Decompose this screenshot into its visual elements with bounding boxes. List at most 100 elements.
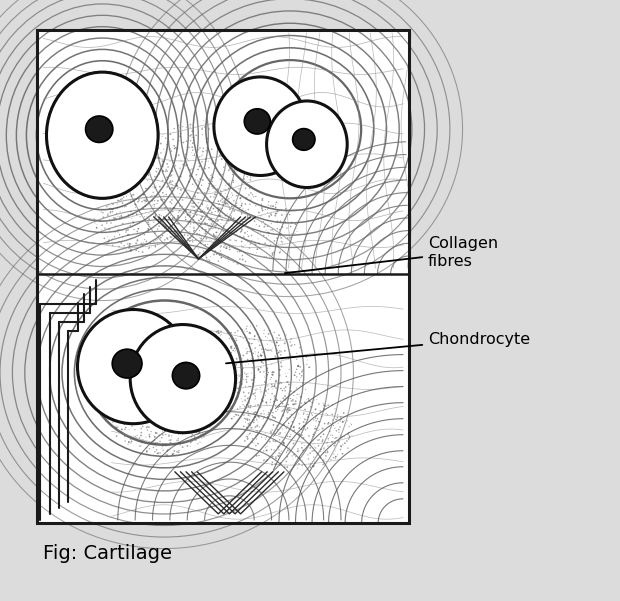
Point (227, 414, 237, 424)
Point (108, 417, 118, 427)
Point (120, 202, 130, 212)
Point (107, 235, 117, 245)
Point (237, 208, 247, 218)
Point (182, 192, 192, 201)
Point (123, 407, 133, 417)
Point (215, 150, 225, 160)
Point (216, 196, 226, 206)
Point (108, 240, 118, 250)
Point (223, 365, 232, 375)
Point (178, 122, 188, 132)
Point (270, 414, 280, 424)
Point (167, 450, 177, 459)
Point (208, 383, 218, 393)
Point (129, 406, 139, 415)
Point (148, 197, 157, 206)
Point (225, 245, 235, 254)
Point (172, 182, 182, 191)
Point (190, 150, 200, 160)
Point (103, 232, 113, 242)
Point (170, 144, 180, 153)
Point (184, 218, 193, 227)
Point (242, 347, 252, 356)
Point (283, 404, 293, 414)
Ellipse shape (172, 362, 200, 389)
Point (224, 126, 234, 136)
Point (151, 429, 161, 438)
Point (197, 400, 206, 409)
Point (197, 157, 207, 166)
Point (231, 410, 241, 419)
Point (292, 224, 302, 234)
Point (263, 412, 273, 422)
Point (318, 460, 328, 469)
Point (285, 389, 295, 399)
Point (151, 439, 161, 448)
Point (239, 232, 249, 242)
Point (322, 447, 332, 456)
Point (227, 367, 237, 376)
Point (152, 235, 162, 245)
Point (195, 233, 205, 243)
Point (305, 448, 315, 458)
Point (259, 406, 268, 416)
Point (92, 228, 102, 238)
Point (175, 163, 185, 173)
Point (177, 233, 187, 242)
Point (226, 151, 236, 161)
Point (185, 122, 195, 132)
Point (193, 229, 203, 239)
Point (299, 410, 309, 419)
Point (270, 401, 280, 410)
Point (157, 156, 167, 166)
Point (337, 432, 347, 442)
Point (204, 163, 214, 172)
Point (215, 251, 224, 260)
Point (224, 184, 234, 194)
Point (228, 145, 237, 155)
Point (218, 374, 228, 384)
Point (143, 403, 153, 412)
Point (306, 440, 316, 450)
Point (323, 400, 333, 410)
Point (226, 199, 236, 209)
Point (222, 219, 232, 228)
Point (207, 405, 217, 415)
Point (314, 441, 324, 451)
Point (295, 403, 305, 412)
Point (161, 165, 171, 174)
Point (254, 364, 264, 374)
Point (141, 432, 151, 442)
Point (248, 415, 258, 425)
Point (160, 203, 170, 213)
Point (169, 446, 179, 456)
Point (285, 349, 294, 359)
Point (250, 394, 260, 404)
Point (151, 163, 161, 173)
Point (272, 395, 282, 405)
Point (208, 238, 218, 248)
Point (274, 331, 284, 340)
Point (221, 198, 231, 208)
Point (226, 215, 236, 225)
Point (249, 335, 259, 344)
Point (343, 428, 353, 438)
Point (128, 210, 138, 219)
Point (187, 414, 197, 424)
Point (232, 220, 242, 230)
Point (153, 392, 162, 402)
Point (211, 249, 221, 259)
Point (184, 394, 194, 404)
Point (276, 458, 286, 468)
Point (270, 236, 280, 246)
Point (292, 349, 302, 358)
Point (298, 365, 308, 375)
Point (219, 222, 229, 232)
Point (214, 370, 224, 379)
Point (166, 197, 175, 207)
Point (262, 365, 272, 375)
Point (166, 207, 176, 217)
Point (205, 175, 215, 185)
Point (243, 205, 253, 215)
Point (167, 394, 177, 403)
